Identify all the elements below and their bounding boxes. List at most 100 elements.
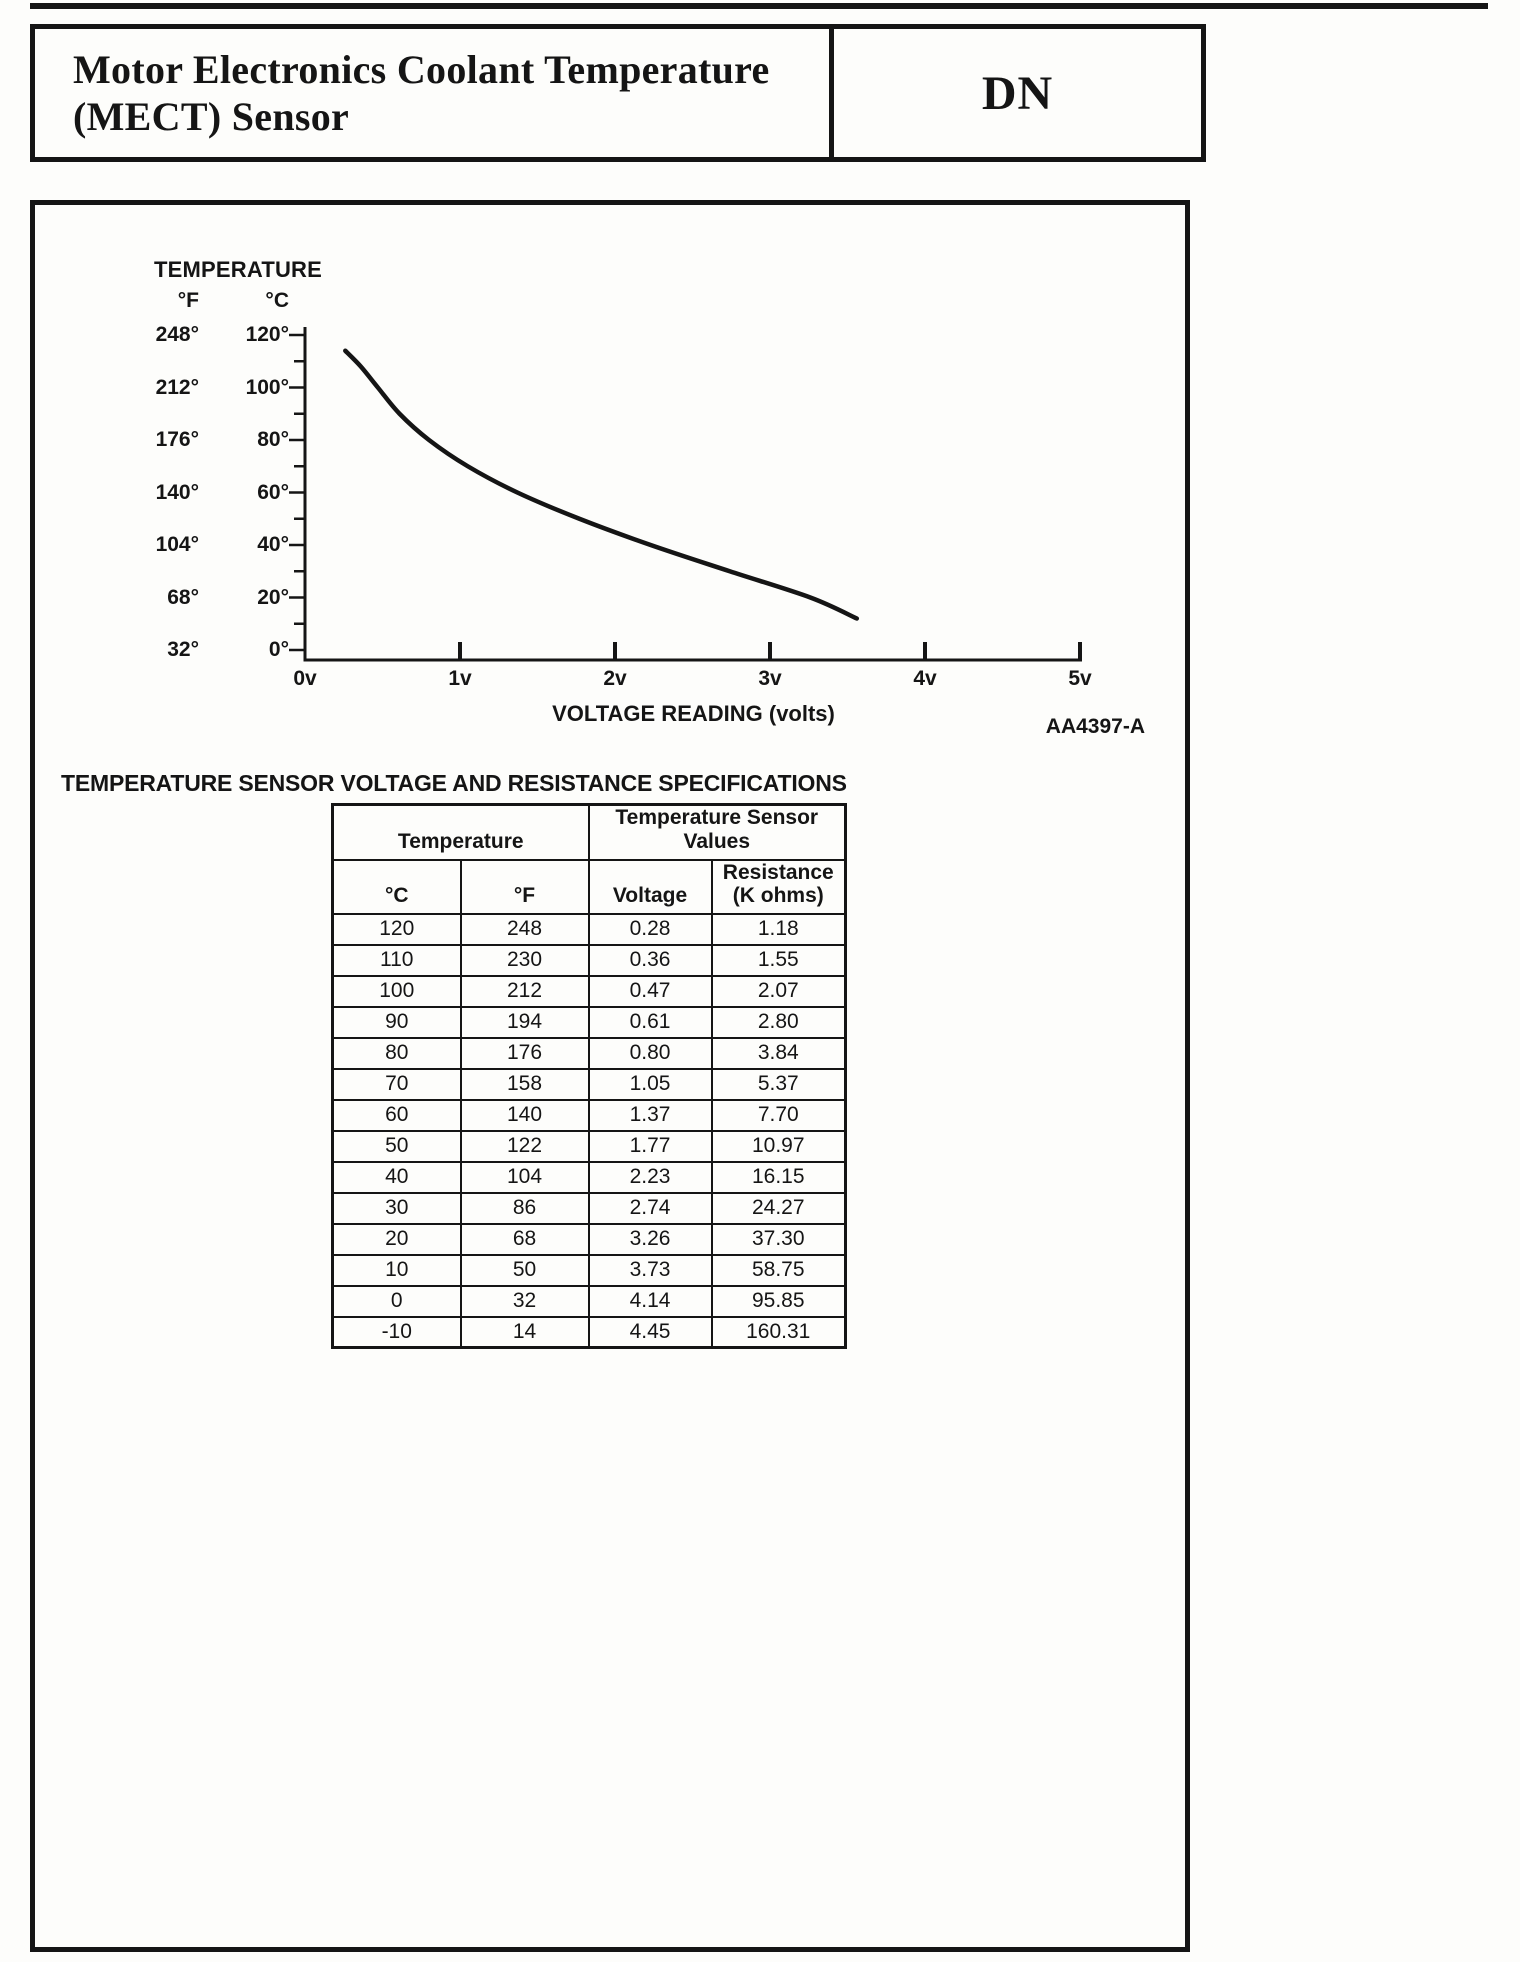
table-cell: 50 <box>459 1253 590 1287</box>
header-title-cell: Motor Electronics Coolant Temperature (ME… <box>35 29 829 157</box>
table-cell: 0.61 <box>587 1005 713 1039</box>
table-cell: 32 <box>459 1284 590 1318</box>
y-axis-unit-fahrenheit: °F <box>177 289 199 312</box>
table-cell: 160.31 <box>710 1315 847 1349</box>
table-row: 100 212 0.47 2.07 <box>331 974 847 1008</box>
x-tick-label: 0v <box>293 667 317 690</box>
table-group-header: Temperature <box>331 803 590 861</box>
page-title-line1: Motor Electronics Coolant Temperature <box>73 47 770 92</box>
table-cell: 4.45 <box>587 1315 713 1349</box>
table-cell: 1.37 <box>587 1098 713 1132</box>
y-tick-label-celsius: 120° <box>245 323 289 346</box>
table-cell: 158 <box>459 1067 590 1101</box>
table-cell: 16.15 <box>710 1160 847 1194</box>
table-column-header: Voltage <box>587 858 713 915</box>
table-cell: 7.70 <box>710 1098 847 1132</box>
table-cell: 0.47 <box>587 974 713 1008</box>
header-code-cell: DN <box>829 29 1201 157</box>
table-cell: 5.37 <box>710 1067 847 1101</box>
y-tick-label-celsius: 80° <box>257 428 289 451</box>
table-cell: 2.80 <box>710 1005 847 1039</box>
page-title: Motor Electronics Coolant Temperature (ME… <box>73 46 819 140</box>
table-cell: 3.26 <box>587 1222 713 1256</box>
top-rule <box>30 3 1488 9</box>
table-cell: 24.27 <box>710 1191 847 1225</box>
table-cell: 4.14 <box>587 1284 713 1318</box>
table-cell: 0.28 <box>587 912 713 946</box>
table-cell: 1.77 <box>587 1129 713 1163</box>
table-cell: 20 <box>331 1222 462 1256</box>
table-cell: 37.30 <box>710 1222 847 1256</box>
x-tick-label: 5v <box>1068 667 1092 690</box>
table-cell: 10 <box>331 1253 462 1287</box>
x-tick-label: 2v <box>603 667 627 690</box>
spec-table-heading: TEMPERATURE SENSOR VOLTAGE AND RESISTANC… <box>61 770 847 796</box>
x-tick-label: 4v <box>913 667 937 690</box>
table-cell: 70 <box>331 1067 462 1101</box>
table-row: 50 122 1.77 10.97 <box>331 1129 847 1163</box>
y-tick-label-fahrenheit: 140° <box>155 480 199 504</box>
table-cell: 0.36 <box>587 943 713 977</box>
table-row: 70 158 1.05 5.37 <box>331 1067 847 1101</box>
y-axis-unit-celsius: °C <box>265 289 289 312</box>
table-cell: 40 <box>331 1160 462 1194</box>
table-row: 80 176 0.80 3.84 <box>331 1036 847 1070</box>
section-code: DN <box>981 66 1054 120</box>
table-cell: 0 <box>331 1284 462 1318</box>
table-row: 60 140 1.37 7.70 <box>331 1098 847 1132</box>
y-tick-label-fahrenheit: 248° <box>155 323 199 346</box>
spec-table: Temperature Temperature Sensor Values °C °F… <box>331 803 847 1350</box>
table-cell: 194 <box>459 1005 590 1039</box>
table-cell: 3.73 <box>587 1253 713 1287</box>
y-tick-label-celsius: 100° <box>245 375 289 399</box>
y-tick-label-celsius: 40° <box>257 533 289 556</box>
table-row: 30 86 2.74 24.27 <box>331 1191 847 1225</box>
y-tick-label-fahrenheit: 68° <box>167 585 199 609</box>
chart-x-axis-title: VOLTAGE READING (volts) <box>552 701 835 726</box>
y-tick-label-fahrenheit: 212° <box>155 375 199 399</box>
table-cell: 104 <box>459 1160 590 1194</box>
table-column-header: °F <box>459 858 590 915</box>
table-cell: 2.74 <box>587 1191 713 1225</box>
table-column-header: Resistance (K ohms) <box>710 858 847 915</box>
y-tick-label-fahrenheit: 176° <box>155 428 199 451</box>
table-cell: 1.55 <box>710 943 847 977</box>
table-cell: 1.18 <box>710 912 847 946</box>
y-tick-label-celsius: 20° <box>257 585 289 609</box>
table-row: 10 50 3.73 58.75 <box>331 1253 847 1287</box>
sensor-response-curve <box>343 348 860 621</box>
temperature-voltage-chart <box>289 327 1082 662</box>
y-tick-label-fahrenheit: 32° <box>167 638 199 661</box>
table-cell: 50 <box>331 1129 462 1163</box>
table-cell: 110 <box>331 943 462 977</box>
y-tick-label-celsius: 0° <box>268 638 289 661</box>
table-cell: 230 <box>459 943 590 977</box>
table-column-header-row: °C °F Voltage Resistance (K ohms) <box>331 858 847 915</box>
figure-panel: TEMPERATURE °F °C VOLTAGE READING (volts… <box>30 200 1190 1952</box>
table-cell: 248 <box>459 912 590 946</box>
table-row: 0 32 4.14 95.85 <box>331 1284 847 1318</box>
x-tick-label: 3v <box>758 667 782 690</box>
table-row: 20 68 3.26 37.30 <box>331 1222 847 1256</box>
chart-y-axis-title: TEMPERATURE <box>154 257 323 282</box>
table-cell: 140 <box>459 1098 590 1132</box>
table-group-header-row: Temperature Temperature Sensor Values <box>331 803 847 861</box>
table-row: 90 194 0.61 2.80 <box>331 1005 847 1039</box>
table-cell: 14 <box>459 1315 590 1349</box>
page-title-line2: (MECT) Sensor <box>73 94 350 140</box>
table-cell: 122 <box>459 1129 590 1163</box>
table-group-header: Temperature Sensor Values <box>587 803 847 861</box>
y-tick-label-celsius: 60° <box>257 480 289 504</box>
x-tick-label: 1v <box>448 667 472 690</box>
header-box: Motor Electronics Coolant Temperature (ME… <box>30 24 1206 162</box>
table-cell: 86 <box>459 1191 590 1225</box>
y-tick-label-fahrenheit: 104° <box>155 533 199 556</box>
table-cell: 2.07 <box>710 974 847 1008</box>
table-cell: 176 <box>459 1036 590 1070</box>
table-cell: 80 <box>331 1036 462 1070</box>
table-cell: 58.75 <box>710 1253 847 1287</box>
table-row: -10 14 4.45 160.31 <box>331 1315 847 1349</box>
table-cell: 30 <box>331 1191 462 1225</box>
table-row: 120 248 0.28 1.18 <box>331 912 847 946</box>
